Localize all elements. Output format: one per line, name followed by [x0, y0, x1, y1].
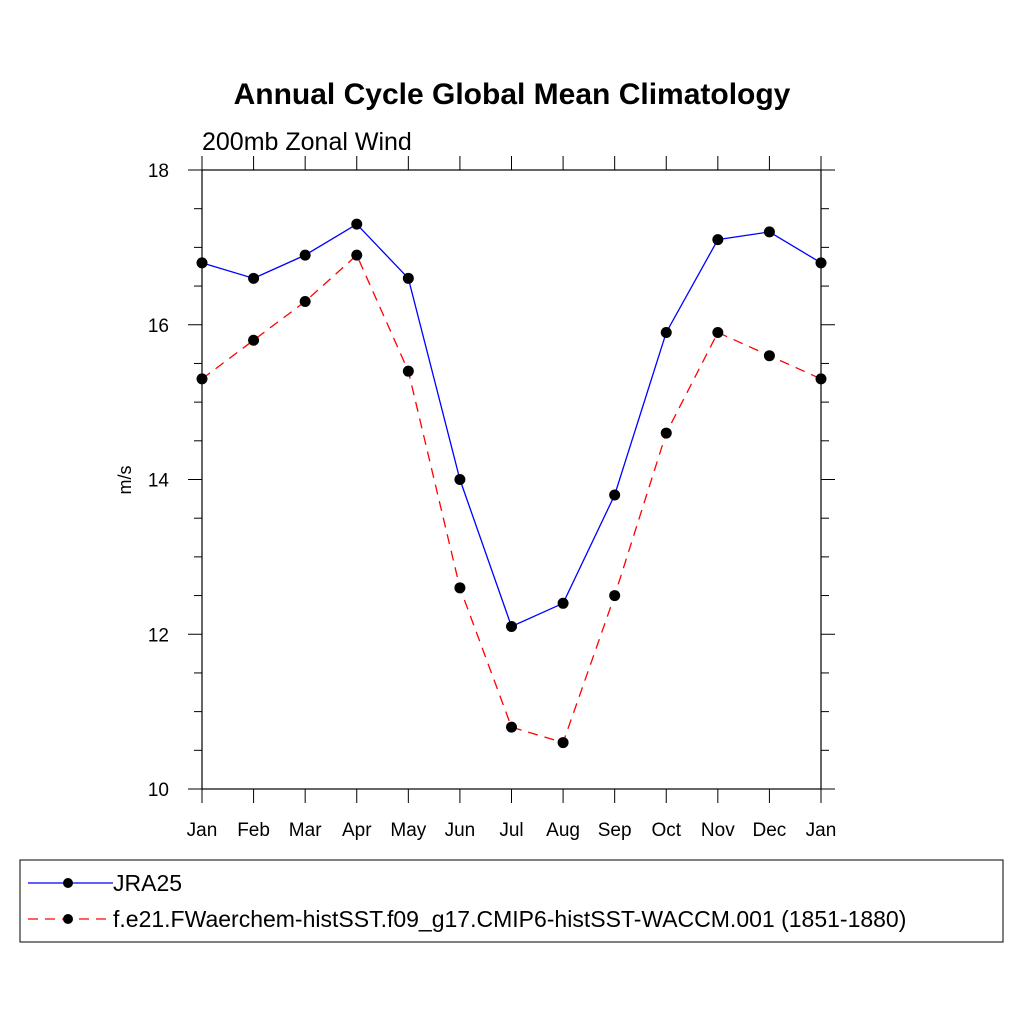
data-point-series-2: [815, 373, 827, 385]
data-point-series-1: [609, 489, 621, 501]
data-point-series-1: [506, 621, 517, 633]
chart-subtitle: 200mb Zonal Wind: [202, 128, 412, 156]
data-point-series-2: [609, 590, 621, 602]
legend-label-series-2: f.e21.FWaerchem-histSST.f09_g17.CMIP6-hi…: [113, 906, 906, 932]
series-layer: [196, 218, 827, 749]
data-point-series-1: [763, 226, 775, 238]
x-tick-label: Jan: [187, 820, 218, 841]
x-tick-label: Sep: [598, 820, 632, 841]
data-point-series-2: [299, 296, 311, 308]
data-point-series-2: [248, 334, 260, 346]
x-tick-label: Jul: [499, 820, 523, 841]
y-tick-label: 10: [148, 780, 169, 801]
axis-ticks: [188, 156, 835, 803]
data-point-series-2: [557, 737, 569, 749]
y-tick-labels: 10 12 14 16 18: [148, 161, 170, 801]
data-point-series-1: [402, 272, 414, 284]
legend-label-series-1: JRA25: [113, 870, 182, 896]
data-point-series-1: [712, 234, 724, 246]
data-point-series-1: [351, 218, 363, 230]
data-point-series-2: [196, 373, 208, 385]
data-point-series-2: [351, 249, 363, 261]
x-tick-label: Apr: [342, 820, 372, 841]
series-line-1: [201, 223, 822, 628]
x-tick-label: Jan: [806, 820, 837, 841]
data-point-series-1: [454, 474, 466, 485]
series-line-2: [201, 254, 822, 744]
y-axis-label: m/s: [115, 466, 135, 495]
x-tick-label: Feb: [237, 820, 270, 841]
legend-marker-series-1: [63, 878, 73, 888]
x-tick-label: May: [390, 820, 426, 841]
data-point-series-2: [454, 582, 466, 594]
x-tick-label: Mar: [289, 820, 322, 841]
legend-frame: [19, 859, 1004, 943]
y-tick-label: 18: [148, 161, 169, 182]
legend: JRA25 f.e21.FWaerchem-histSST.f09_g17.CM…: [19, 859, 1004, 943]
data-point-series-2: [506, 721, 517, 733]
data-point-series-1: [815, 257, 827, 269]
x-tick-label: Oct: [651, 820, 681, 841]
data-point-series-2: [660, 427, 672, 439]
data-point-series-1: [196, 257, 208, 269]
x-tick-label: Nov: [701, 820, 735, 841]
y-tick-label: 14: [148, 471, 170, 492]
x-tick-label: Dec: [753, 820, 787, 841]
legend-marker-series-2: [63, 914, 73, 924]
data-point-series-2: [712, 326, 724, 338]
data-point-series-1: [248, 272, 260, 284]
y-tick-label: 12: [148, 625, 169, 646]
data-point-series-2: [763, 350, 775, 362]
x-tick-label: Jun: [445, 820, 476, 841]
y-tick-label: 16: [148, 316, 169, 337]
data-point-series-1: [557, 597, 569, 609]
data-point-series-1: [299, 249, 311, 261]
x-tick-labels: Jan Feb Mar Apr May Jun Jul Aug Sep Oct Nov Dec Jan: [187, 820, 837, 841]
data-point-series-1: [660, 326, 672, 338]
plot-frame: [201, 169, 822, 790]
x-tick-label: Aug: [546, 820, 580, 841]
chart-title: Annual Cycle Global Mean Climatology: [234, 78, 791, 111]
data-point-series-2: [402, 365, 414, 377]
